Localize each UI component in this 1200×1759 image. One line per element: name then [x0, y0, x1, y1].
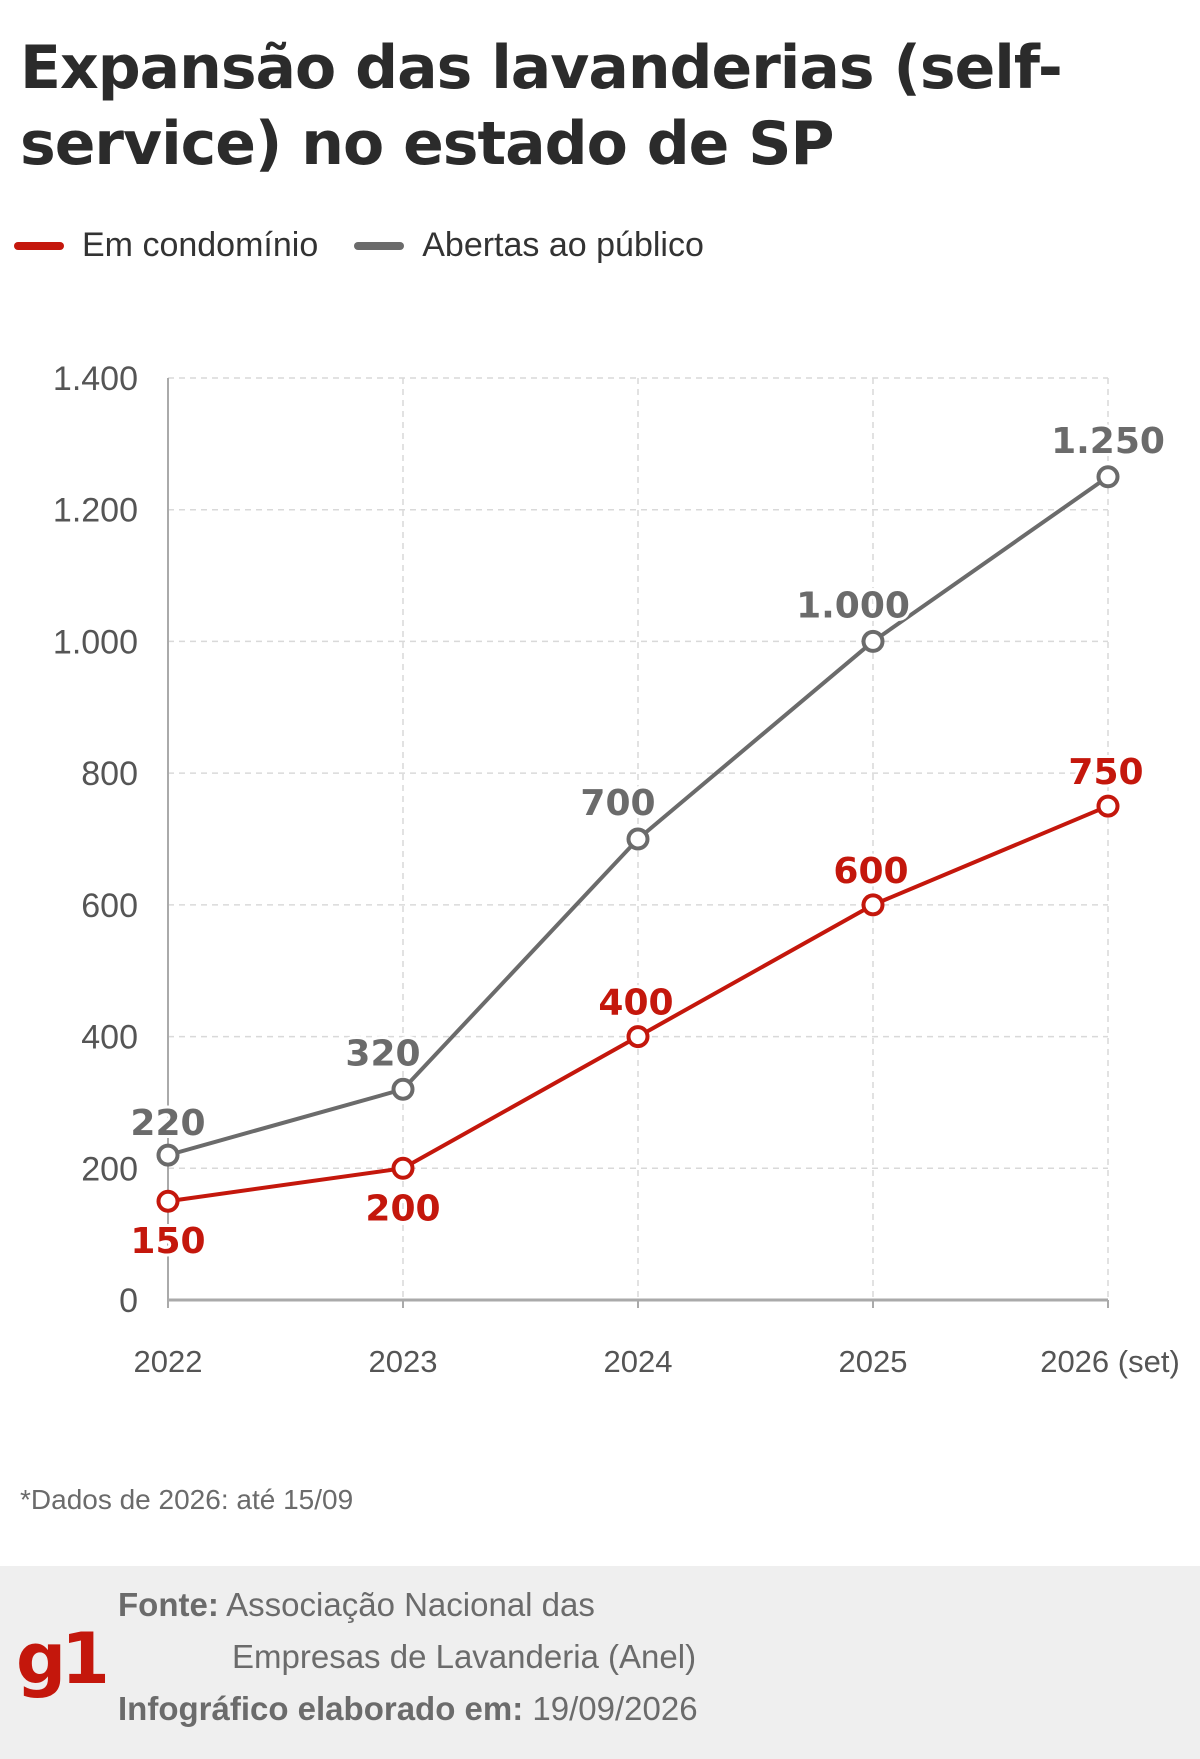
data-label-condominio: 750 — [1068, 752, 1143, 793]
legend-item-publico: Abertas ao público — [354, 226, 704, 265]
x-tick-label: 2024 — [604, 1344, 673, 1379]
date-line: Infográfico elaborado em: 19/09/2026 — [118, 1690, 698, 1728]
data-label-publico: 1.000 — [796, 585, 910, 626]
date-label: Infográfico elaborado em: — [118, 1690, 524, 1727]
y-tick-label: 600 — [81, 887, 138, 925]
data-label-condominio: 600 — [833, 851, 908, 892]
source-line-2: Empresas de Lavanderia (Anel) — [232, 1638, 697, 1675]
data-label-publico: 220 — [130, 1103, 205, 1144]
data-label-condominio: 400 — [598, 983, 673, 1024]
footnote: *Dados de 2026: até 15/09 — [20, 1484, 354, 1515]
data-label-condominio: 150 — [130, 1221, 205, 1262]
y-tick-label: 1.400 — [53, 360, 138, 398]
legend-swatch-publico — [354, 241, 405, 250]
data-label-condominio: 200 — [365, 1188, 440, 1229]
y-tick-label: 200 — [81, 1150, 138, 1188]
legend-swatch-condominio — [14, 241, 64, 250]
legend: Em condomínio Abertas ao público — [14, 226, 740, 265]
data-point-condominio — [391, 1156, 415, 1180]
series-group: 220 320 700 1.000 1.250 150 200 400 600 750 — [127, 418, 1168, 1265]
x-tick-label: 2026 (set) — [1040, 1344, 1180, 1379]
date-value: 19/09/2026 — [532, 1690, 698, 1727]
data-point-condominio — [626, 1025, 650, 1049]
chart-title: Expansão das lavanderias (self-service) … — [20, 33, 1063, 179]
data-point-publico — [861, 629, 885, 653]
y-tick-label: 1.200 — [53, 492, 138, 530]
source-line-1: Fonte: Associação Nacional das — [118, 1586, 595, 1624]
y-tick-label: 400 — [81, 1019, 138, 1057]
data-point-condominio — [861, 893, 885, 917]
x-tick-label: 2023 — [369, 1344, 438, 1379]
data-point-publico — [1096, 465, 1120, 489]
footer: g1 Fonte: Associação Nacional das Empres… — [0, 1566, 1200, 1759]
y-tick-label: 1.000 — [53, 623, 138, 661]
data-label-publico: 1.250 — [1051, 421, 1165, 462]
data-point-publico — [156, 1143, 180, 1167]
data-point-publico — [391, 1077, 415, 1101]
source-text-1: Associação Nacional das — [226, 1586, 595, 1623]
data-point-condominio — [1096, 794, 1120, 818]
data-point-publico — [626, 827, 650, 851]
y-tick-label: 800 — [81, 755, 138, 793]
data-label-publico: 700 — [580, 783, 655, 824]
x-axis-tick-labels: 2022 2023 2024 2025 2026 (set) — [134, 1344, 1180, 1379]
source-label: Fonte: — [118, 1586, 219, 1623]
legend-item-condominio: Em condomínio — [14, 226, 318, 265]
x-tick-label: 2025 — [839, 1344, 908, 1379]
grid-lines — [168, 377, 1109, 1300]
data-point-condominio — [156, 1189, 180, 1213]
g1-logo: g1 — [16, 1618, 110, 1700]
y-tick-label: 0 — [119, 1282, 138, 1320]
legend-label-condominio: Em condomínio — [82, 226, 319, 264]
x-tick-label: 2022 — [134, 1344, 203, 1379]
data-label-publico: 320 — [345, 1033, 420, 1074]
legend-label-publico: Abertas ao público — [422, 226, 704, 264]
y-axis-tick-labels: 0 200 400 600 800 1.000 1.200 1.400 — [53, 360, 138, 1320]
